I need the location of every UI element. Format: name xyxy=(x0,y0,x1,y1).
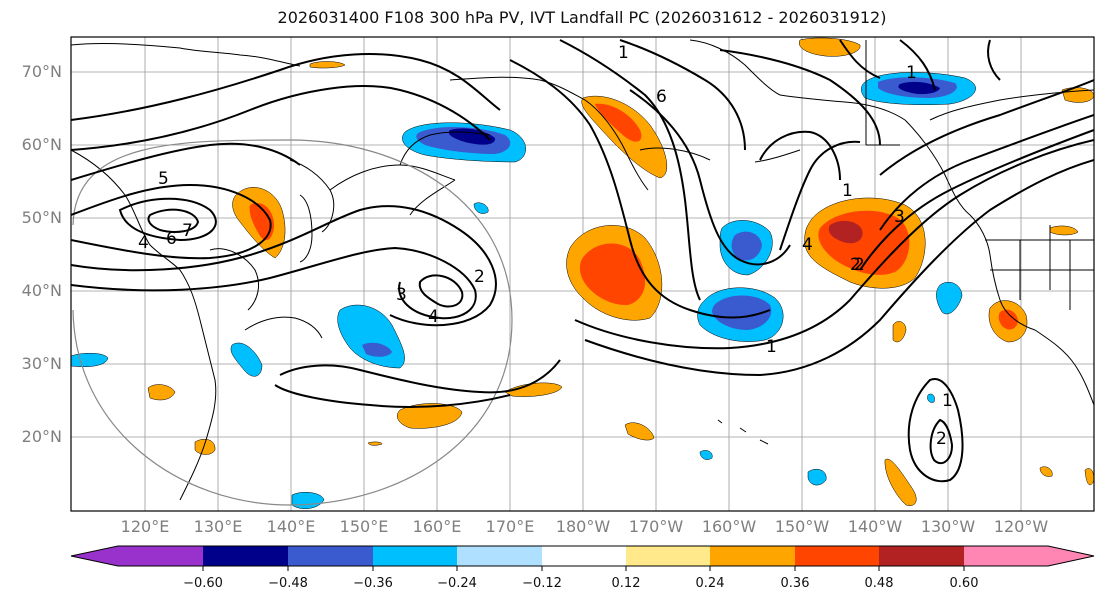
contour-label: 2 xyxy=(850,255,861,275)
colorbar-outline xyxy=(70,545,1095,567)
colorbar-segment xyxy=(118,546,203,566)
map-frame xyxy=(70,36,1095,512)
contour-labels: 1 6 5 7 6 4 3 2 4 1 2 4 3 2 1 1 2 1 xyxy=(138,43,953,449)
colorbar-segment xyxy=(203,546,288,566)
longitude-label: 120°W xyxy=(993,517,1049,536)
colorbar-tick-label: −0.12 xyxy=(522,576,562,591)
distance-ring xyxy=(72,139,513,506)
colorbar-tick-label: 0.60 xyxy=(949,576,979,591)
coastlines xyxy=(71,39,1094,501)
contour-label: 1 xyxy=(618,43,629,63)
longitude-label: 160°W xyxy=(701,517,757,536)
contour-label: 2 xyxy=(936,429,947,449)
colorbar-segment xyxy=(710,546,795,566)
gridlines xyxy=(71,37,1094,511)
longitude-label: 170°E xyxy=(485,517,535,536)
colorbar-tick-label: −0.36 xyxy=(353,576,393,591)
contour-label: 1 xyxy=(842,181,853,201)
colorbar-segment xyxy=(373,546,457,566)
contour-label: 3 xyxy=(396,285,407,305)
longitude-label: 130°W xyxy=(920,517,976,536)
contour-label: 1 xyxy=(942,391,953,411)
contour-label: 1 xyxy=(766,337,777,357)
contour-label: 6 xyxy=(656,87,667,107)
longitude-label: 120°E xyxy=(120,517,170,536)
colorbar-tick-label: 0.12 xyxy=(611,576,641,591)
colorbar-tick-label: −0.48 xyxy=(268,576,308,591)
colorbar-tick-label: 0.24 xyxy=(695,576,725,591)
contour-label: 6 xyxy=(166,229,177,249)
colorbar-tick-label: 0.36 xyxy=(780,576,810,591)
contour-label: 2 xyxy=(474,267,485,287)
contour-label: 7 xyxy=(182,221,193,241)
latitude-label: 40°N xyxy=(21,281,62,300)
map-title: 2026031400 F108 300 hPa PV, IVT Landfall… xyxy=(277,8,887,27)
colorbar-segment xyxy=(542,546,626,566)
colorbar-tick-label: 0.48 xyxy=(864,576,894,591)
colorbar-tick-label: −0.24 xyxy=(437,576,477,591)
contour-label: 5 xyxy=(158,169,169,189)
colorbar-segment xyxy=(626,546,710,566)
colorbar-tick-label: −0.60 xyxy=(183,576,223,591)
colorbar xyxy=(70,545,1095,571)
contour-label: 3 xyxy=(894,207,905,227)
colorbar-high-extend xyxy=(1048,546,1094,566)
contour-label: 1 xyxy=(906,63,917,83)
latitude-label: 30°N xyxy=(21,354,62,373)
colorbar-segment xyxy=(457,546,542,566)
longitude-label: 150°W xyxy=(774,517,830,536)
latitude-label: 50°N xyxy=(21,208,62,227)
colorbar-low-extend xyxy=(71,546,118,566)
contour-label: 4 xyxy=(138,233,149,253)
contour-label: 2 xyxy=(854,255,865,275)
pv-contours xyxy=(71,39,1094,483)
longitude-label: 180°W xyxy=(555,517,611,536)
contour-label: 4 xyxy=(802,235,813,255)
latitude-label: 60°N xyxy=(21,135,62,154)
longitude-label: 150°E xyxy=(339,517,389,536)
longitude-label: 130°E xyxy=(193,517,243,536)
colorbar-segment xyxy=(964,546,1048,566)
colorbar-segment xyxy=(288,546,373,566)
latitude-label: 70°N xyxy=(21,62,62,81)
longitude-label: 140°W xyxy=(847,517,903,536)
latitude-label: 20°N xyxy=(21,427,62,446)
longitude-label: 160°E xyxy=(412,517,462,536)
colorbar-segment xyxy=(795,546,879,566)
longitude-label: 170°W xyxy=(628,517,684,536)
colorbar-segment xyxy=(879,546,964,566)
contour-label: 4 xyxy=(428,307,439,327)
longitude-label: 140°E xyxy=(266,517,316,536)
